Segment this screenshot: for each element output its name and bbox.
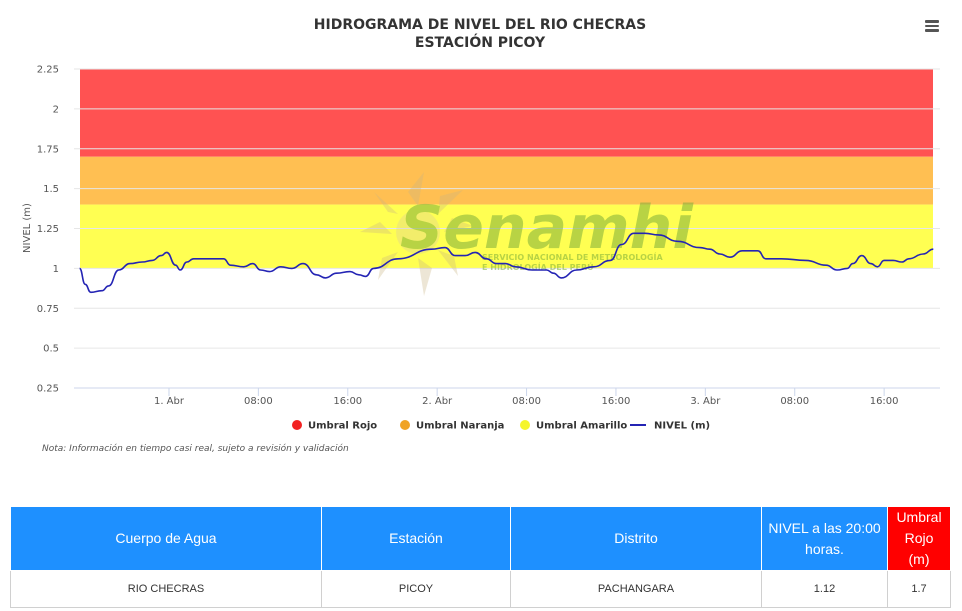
- hydrograph-chart: HIDROGRAMA DE NIVEL DEL RIO CHECRAS ESTA…: [22, 17, 940, 432]
- y-tick-label: 1.25: [37, 224, 59, 235]
- x-tick-label: 16:00: [333, 396, 362, 407]
- header-umbral-rojo: Umbral Rojo (m): [887, 506, 951, 571]
- legend-marker: [400, 420, 410, 430]
- y-tick-label: 1.75: [37, 144, 59, 155]
- legend-label: Umbral Naranja: [416, 421, 504, 432]
- legend-label: Umbral Rojo: [308, 421, 377, 432]
- watermark-line1: SERVICIO NACIONAL DE METEOROLOGÍA: [482, 251, 663, 262]
- y-tick-label: 2: [53, 104, 59, 115]
- x-tick-label: 08:00: [780, 396, 809, 407]
- header-nivel: NIVEL a las 20:00 horas.: [761, 506, 888, 571]
- sun-logo-icon: [360, 172, 473, 296]
- x-tick-label: 1. Abr: [154, 396, 185, 407]
- hamburger-menu-icon[interactable]: [922, 18, 942, 36]
- y-tick-label: 2.25: [37, 65, 59, 76]
- cell-nivel: 1.12: [761, 570, 888, 608]
- legend-label: Umbral Amarillo: [536, 421, 627, 432]
- band-umbral-amarillo: [80, 204, 933, 269]
- table-header-row: Cuerpo de Agua Estación Distrito NIVEL a…: [10, 506, 951, 571]
- series-line-nivel: [79, 232, 934, 294]
- station-info-table: Cuerpo de Agua Estación Distrito NIVEL a…: [10, 506, 951, 608]
- cell-estacion: PICOY: [321, 570, 511, 608]
- header-cuerpo-de-agua: Cuerpo de Agua: [10, 506, 322, 571]
- x-tick-label: 16:00: [870, 396, 899, 407]
- header-distrito: Distrito: [510, 506, 762, 571]
- header-estacion: Estación: [321, 506, 511, 571]
- cell-cuerpo-de-agua: RIO CHECRAS: [10, 570, 322, 608]
- y-axis-label: NIVEL (m): [22, 203, 33, 253]
- x-tick-label: 08:00: [244, 396, 273, 407]
- axes: 0.25 0.5 0.75 1 1.25 1.5 1.75 2 2.25 1. Abr 08:00 1…: [37, 65, 940, 407]
- x-tick-label: 08:00: [512, 396, 541, 407]
- cell-umbral-rojo: 1.7: [887, 570, 951, 608]
- y-tick-label: 0.5: [43, 344, 59, 355]
- legend-marker: [520, 420, 530, 430]
- chart-subtitle: ESTACIÓN PICOY: [415, 33, 546, 51]
- chart-legend[interactable]: Umbral Rojo Umbral Naranja Umbral Amarillo…: [292, 420, 710, 432]
- legend-label: NIVEL (m): [654, 421, 710, 432]
- cell-distrito: PACHANGARA: [510, 570, 762, 608]
- table-row: RIO CHECRAS PICOY PACHANGARA 1.12 1.7: [10, 570, 951, 608]
- x-tick-label: 3. Abr: [690, 396, 721, 407]
- legend-marker: [292, 420, 302, 430]
- watermark-line2: E HIDROLOGÍA DEL PERÚ: [482, 261, 594, 272]
- x-tick-label: 2. Abr: [422, 396, 453, 407]
- band-umbral-rojo: [80, 69, 933, 157]
- y-tick-label: 0.25: [37, 384, 59, 395]
- band-umbral-naranja: [80, 156, 933, 205]
- x-tick-label: 16:00: [602, 396, 631, 407]
- threshold-bands: [80, 69, 933, 269]
- series-layer: [79, 232, 934, 294]
- y-tick-label: 1.5: [43, 184, 59, 195]
- note-text: Nota: Información en tiempo casi real, s…: [42, 444, 349, 454]
- y-tick-label: 1: [53, 264, 59, 275]
- y-tick-label: 0.75: [37, 304, 59, 315]
- chart-title: HIDROGRAMA DE NIVEL DEL RIO CHECRAS: [314, 17, 646, 33]
